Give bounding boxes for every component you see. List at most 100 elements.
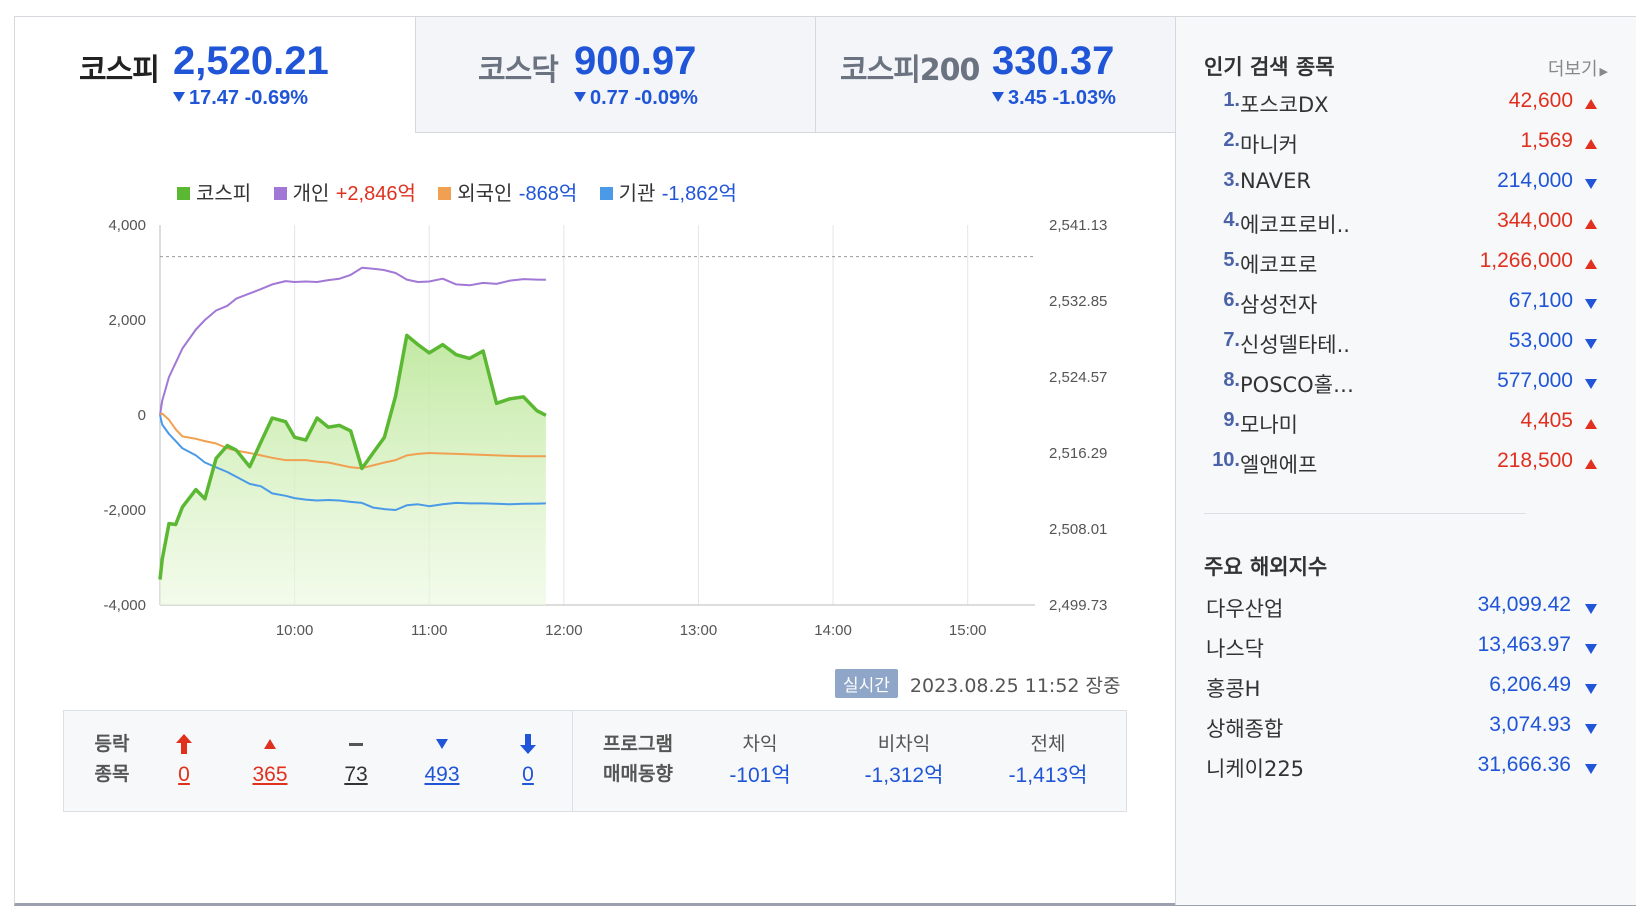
popular-item[interactable]: 4. 에코프로비.. 344,000: [1176, 209, 1637, 249]
legend-item-institution: 기관 -1,862억: [599, 177, 737, 206]
upper-limit-arrow-icon: [176, 734, 192, 754]
overseas-item[interactable]: 상해종합 3,074.93: [1176, 713, 1637, 753]
legend-item-foreign: 외국인 -868억: [438, 177, 577, 206]
x-tick-label: 14:00: [814, 622, 852, 639]
popular-item[interactable]: 3. NAVER 214,000: [1176, 169, 1637, 209]
overseas-item[interactable]: 홍콩H 6,206.49: [1176, 673, 1637, 713]
down-triangle-icon: [1585, 339, 1597, 349]
tab-change: 3.45 -1.03%: [992, 87, 1116, 110]
stats-divider: [572, 711, 573, 811]
up-triangle-icon: [1585, 419, 1597, 429]
market-widget: 코스피 2,520.21 17.47 -0.69% 코스닥 900.97 0.7…: [14, 16, 1636, 906]
legend-swatch: [273, 187, 287, 200]
x-tick-label: 15:00: [949, 622, 987, 639]
market-stats: 등락 종목 0 365 73 493 0 프로그램 매매동향 차익 -101억: [63, 710, 1127, 812]
up-triangle-icon: [1585, 139, 1597, 149]
y-right-tick-label: 2,524.57: [1049, 369, 1107, 386]
more-link[interactable]: 더보기 ▶: [1547, 59, 1608, 80]
down-triangle-icon: [992, 92, 1004, 102]
decline-count[interactable]: 493: [412, 729, 472, 791]
program-non-arbitrage: 비차익 -1,312억: [864, 733, 944, 787]
legend-swatch: [599, 187, 613, 200]
legend-item-kospi: 코스피: [177, 177, 251, 206]
lower-limit-arrow-icon: [520, 734, 536, 754]
tab-change: 17.47 -0.69%: [173, 87, 308, 110]
y-right-tick-label: 2,532.85: [1049, 293, 1107, 310]
down-triangle-icon: [436, 739, 448, 749]
down-triangle-icon: [1585, 604, 1597, 614]
chart-svg: 10:00 11:00 12:00 13:00 14:00 15:00 4,000 2,000…: [103, 217, 1107, 639]
popular-item[interactable]: 5. 에코프로 1,266,000: [1176, 249, 1637, 289]
up-triangle-icon: [1585, 99, 1597, 109]
series-area-kospi: [160, 335, 546, 605]
intraday-chart: 10:00 11:00 12:00 13:00 14:00 15:00 4,000 2,000…: [15, 133, 1235, 698]
up-triangle-icon: [1585, 219, 1597, 229]
x-tick-label: 12:00: [545, 622, 583, 639]
overseas-item[interactable]: 다우산업 34,099.42: [1176, 593, 1637, 633]
y-left-tick-label: 0: [138, 407, 146, 424]
tab-value: 330.37: [992, 39, 1115, 83]
down-triangle-icon: [1585, 764, 1597, 774]
popular-item[interactable]: 7. 신성델타테.. 53,000: [1176, 329, 1637, 369]
dash-icon: [349, 742, 363, 746]
overseas-title: 주요 해외지수: [1204, 555, 1328, 579]
y-left-tick-label: -4,000: [103, 597, 146, 614]
program-arbitrage: 차익 -101억: [729, 733, 791, 787]
x-tick-label: 13:00: [680, 622, 718, 639]
upper-limit-count[interactable]: 0: [154, 729, 214, 791]
popular-item[interactable]: 8. POSCO홀… 577,000: [1176, 369, 1637, 409]
chart-timestamp: 실시간 2023.08.25 11:52 장중: [835, 669, 1121, 698]
sidebar: 인기 검색 종목 더보기 ▶ 1. 포스코DX 42,600 2. 마니커 1,569 3…: [1175, 17, 1636, 905]
down-triangle-icon: [1585, 644, 1597, 654]
y-right-tick-label: 2,508.01: [1049, 521, 1107, 538]
tab-kospi[interactable]: 코스피 2,520.21 17.47 -0.69%: [15, 17, 415, 133]
series-line-kospi: [158, 333, 547, 580]
tab-kosdaq[interactable]: 코스닥 900.97 0.77 -0.09%: [415, 17, 815, 133]
advance-decline-label: 등락 종목: [94, 733, 130, 785]
x-tick-label: 11:00: [411, 622, 447, 639]
popular-item[interactable]: 9. 모나미 4,405: [1176, 409, 1637, 449]
tab-name: 코스닥: [478, 53, 559, 88]
series-line-foreign: [159, 412, 546, 470]
unchanged-count[interactable]: 73: [326, 729, 386, 791]
legend-swatch: [438, 187, 452, 200]
chevron-right-icon: ▶: [1599, 65, 1608, 78]
lower-limit-count[interactable]: 0: [498, 729, 558, 791]
popular-item[interactable]: 2. 마니커 1,569: [1176, 129, 1637, 169]
popular-title: 인기 검색 종목: [1204, 55, 1335, 79]
popular-item[interactable]: 10. 엘앤에프 218,500: [1176, 449, 1637, 489]
y-left-tick-label: 2,000: [108, 312, 146, 329]
advance-count[interactable]: 365: [240, 729, 300, 791]
down-triangle-icon: [1585, 179, 1597, 189]
tab-name: 코스피: [79, 53, 160, 88]
down-triangle-icon: [1585, 684, 1597, 694]
y-right-tick-label: 2,516.29: [1049, 445, 1107, 462]
popular-item[interactable]: 1. 포스코DX 42,600: [1176, 89, 1637, 129]
tab-value: 900.97: [574, 39, 697, 83]
x-tick-label: 10:00: [276, 622, 314, 639]
timestamp-text: 2023.08.25 11:52 장중: [909, 675, 1121, 697]
y-right-tick-label: 2,541.13: [1049, 217, 1107, 234]
chart-legend: 코스피 개인 +2,846억 외국인 -868억 기관 -1,862억: [177, 177, 753, 206]
down-triangle-icon: [574, 92, 586, 102]
tab-kospi200[interactable]: 코스피200 330.37 3.45 -1.03%: [815, 17, 1235, 133]
series-line-institution: [159, 414, 546, 511]
tab-value: 2,520.21: [173, 39, 329, 83]
down-triangle-icon: [1585, 299, 1597, 309]
y-left-tick-label: -2,000: [103, 502, 146, 519]
y-left-tick-label: 4,000: [108, 217, 146, 234]
sidebar-divider: [1204, 513, 1526, 514]
overseas-item[interactable]: 나스닥 13,463.97: [1176, 633, 1637, 673]
overseas-item[interactable]: 니케이225 31,666.36: [1176, 753, 1637, 793]
tab-change: 0.77 -0.09%: [574, 87, 698, 110]
down-triangle-icon: [1585, 379, 1597, 389]
down-triangle-icon: [1585, 724, 1597, 734]
realtime-badge[interactable]: 실시간: [835, 669, 898, 698]
legend-swatch: [177, 187, 190, 200]
tab-name: 코스피200: [840, 53, 980, 88]
popular-item[interactable]: 6. 삼성전자 67,100: [1176, 289, 1637, 329]
series-line-individual: [159, 266, 546, 416]
legend-item-individual: 개인 +2,846억: [273, 177, 416, 206]
up-triangle-icon: [1585, 459, 1597, 469]
up-triangle-icon: [1585, 259, 1597, 269]
